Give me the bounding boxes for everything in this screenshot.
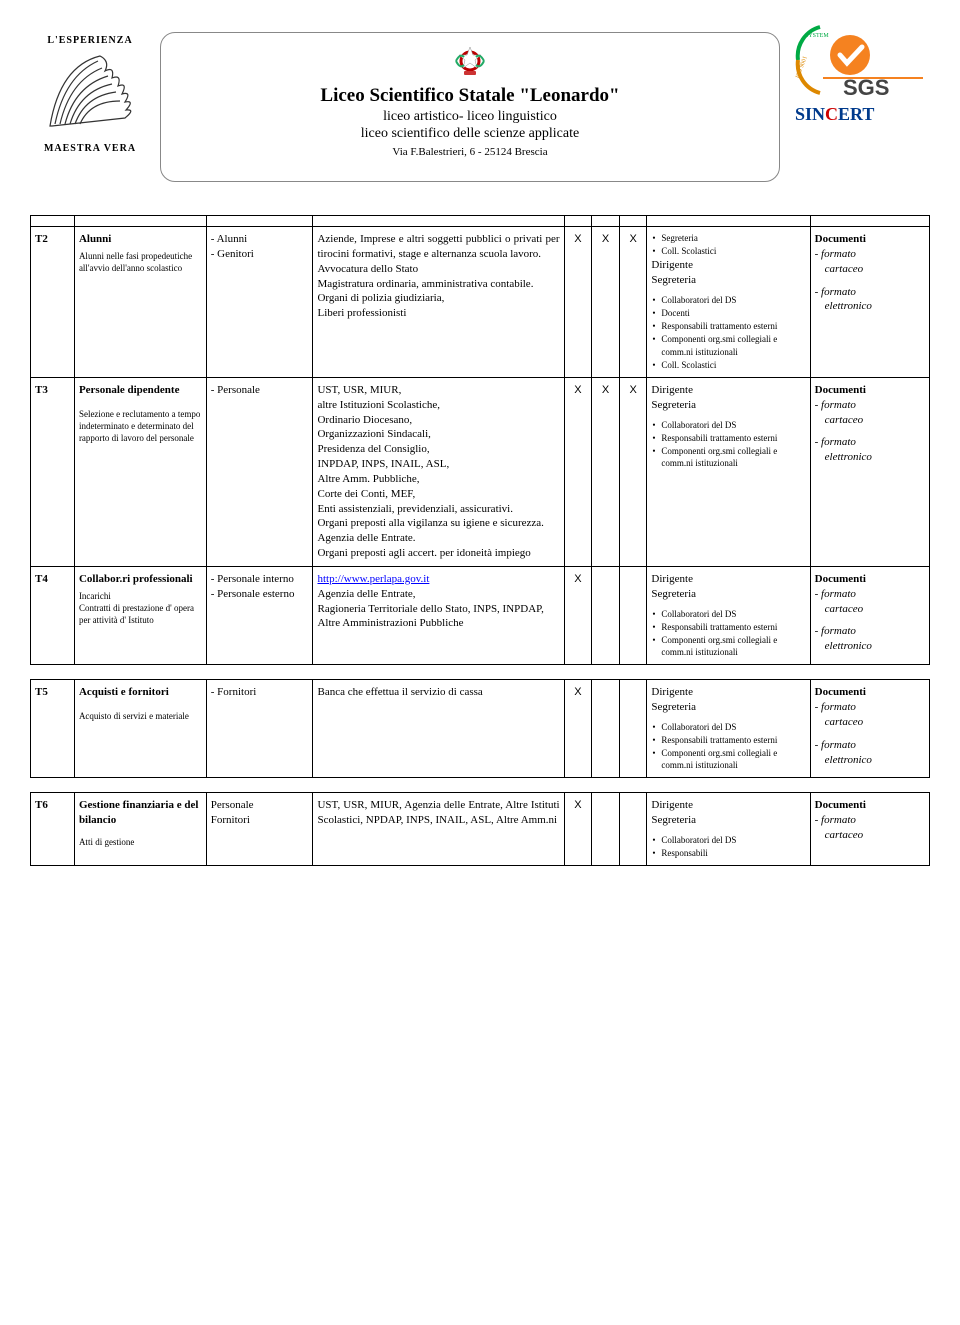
x1: X — [564, 680, 592, 778]
svg-text:SYSTEM: SYSTEM — [805, 33, 829, 39]
subject-title: Alunni — [79, 232, 202, 247]
row-t4: T4 Collabor.ri professionali Incarichi C… — [31, 566, 930, 664]
row-dest: http://www.perlapa.gov.it Agenzia delle … — [313, 566, 564, 664]
x2 — [592, 793, 620, 866]
row-subject: Gestione finanziaria e del bilancio Atti… — [74, 793, 206, 866]
wing-icon — [40, 46, 140, 136]
empty-header-row — [31, 216, 930, 227]
row-docs: Documenti - formato cartaceo - formato e… — [810, 377, 929, 566]
motto-bottom: MAESTRA VERA — [30, 143, 150, 154]
x2 — [592, 680, 620, 778]
resp-dirigente: Dirigente — [651, 258, 805, 273]
row-id: T5 — [31, 680, 75, 778]
x3: X — [619, 227, 647, 378]
row-subject: Personale dipendente Selezione e recluta… — [74, 377, 206, 566]
resp-bullets: Collaboratori del DS Responsabili tratta… — [651, 721, 805, 772]
resp-dirigente: Dirigente — [651, 383, 805, 398]
resp-segreteria: Segreteria — [651, 398, 805, 413]
x1: X — [564, 227, 592, 378]
sincert-label: SINCERT — [795, 104, 930, 125]
row-who: - Alunni - Genitori — [206, 227, 313, 378]
row-id: T2 — [31, 227, 75, 378]
row-who: - Personale interno - Personale esterno — [206, 566, 313, 664]
x3 — [619, 566, 647, 664]
x1: X — [564, 566, 592, 664]
subject-title: Collabor.ri professionali — [79, 572, 202, 587]
subject-desc: Selezione e reclutamento a tempo indeter… — [79, 408, 202, 444]
institution-address: Via F.Balestrieri, 6 - 25124 Brescia — [181, 146, 759, 158]
subject-desc: Incarichi Contratti di prestazione d' op… — [79, 590, 202, 626]
resp-bullets: Collaboratori del DS Responsabili — [651, 834, 805, 859]
table-t2-t4: T2 Alunni Alunni nelle fasi propedeutich… — [30, 215, 930, 665]
x1: X — [564, 377, 592, 566]
resp-dirigente: Dirigente — [651, 798, 805, 813]
row-resp: Dirigente Segreteria Collaboratori del D… — [647, 566, 810, 664]
row-dest: Banca che effettua il servizio di cassa — [313, 680, 564, 778]
sgs-badge-icon: SYSTEM ISO 9001 SGS — [795, 25, 925, 100]
subject-title: Personale dipendente — [79, 383, 202, 398]
subject-title: Acquisti e fornitori — [79, 685, 202, 700]
x3 — [619, 680, 647, 778]
subject-desc: Atti di gestione — [79, 836, 202, 848]
resp-bullets: Collaboratori del DS Responsabili tratta… — [651, 419, 805, 470]
institution-sub1: liceo artistico- liceo linguistico — [181, 109, 759, 125]
row-docs: Documenti - formato cartaceo — [810, 793, 929, 866]
resp-segreteria: Segreteria — [651, 587, 805, 602]
row-who: Personale Fornitori — [206, 793, 313, 866]
row-who: - Personale — [206, 377, 313, 566]
table-t6: T6 Gestione finanziaria e del bilancio A… — [30, 792, 930, 866]
x2: X — [592, 227, 620, 378]
logo-left: L'ESPERIENZA MAESTRA VERA — [30, 35, 150, 154]
row-subject: Alunni Alunni nelle fasi propedeutiche a… — [74, 227, 206, 378]
row-id: T4 — [31, 566, 75, 664]
letterhead: L'ESPERIENZA MAESTRA VERA Liceo Scientif… — [30, 20, 930, 200]
resp-segreteria: Segreteria — [651, 273, 805, 288]
row-id: T3 — [31, 377, 75, 566]
row-dest: UST, USR, MIUR, altre Istituzioni Scolas… — [313, 377, 564, 566]
row-who: - Fornitori — [206, 680, 313, 778]
row-resp: SegreteriaColl. Scolastici Dirigente Seg… — [647, 227, 810, 378]
resp-segreteria: Segreteria — [651, 813, 805, 828]
institution-name: Liceo Scientifico Statale "Leonardo" — [181, 85, 759, 107]
row-t6: T6 Gestione finanziaria e del bilancio A… — [31, 793, 930, 866]
x3: X — [619, 377, 647, 566]
resp-bullets: Collaboratori del DS Docenti Responsabil… — [651, 294, 805, 371]
resp-bullets: Collaboratori del DS Responsabili tratta… — [651, 608, 805, 659]
row-docs: Documenti - formato cartaceo - formato e… — [810, 227, 929, 378]
row-t2: T2 Alunni Alunni nelle fasi propedeutich… — [31, 227, 930, 378]
row-docs: Documenti - formato cartaceo - formato e… — [810, 566, 929, 664]
row-subject: Acquisti e fornitori Acquisto di servizi… — [74, 680, 206, 778]
row-dest: UST, USR, MIUR, Agenzia delle Entrate, A… — [313, 793, 564, 866]
row-resp: Dirigente Segreteria Collaboratori del D… — [647, 793, 810, 866]
row-resp: Dirigente Segreteria Collaboratori del D… — [647, 680, 810, 778]
subject-desc: Alunni nelle fasi propedeutiche all'avvi… — [79, 250, 202, 274]
motto-top: L'ESPERIENZA — [30, 35, 150, 46]
perlapa-link[interactable]: http://www.perlapa.gov.it — [317, 573, 429, 585]
header-main: Liceo Scientifico Statale "Leonardo" lic… — [160, 32, 780, 182]
italian-emblem-icon — [450, 41, 490, 81]
row-t5: T5 Acquisti e fornitori Acquisto di serv… — [31, 680, 930, 778]
resp-dirigente: Dirigente — [651, 572, 805, 587]
table-t5: T5 Acquisti e fornitori Acquisto di serv… — [30, 679, 930, 778]
x2: X — [592, 377, 620, 566]
row-t3: T3 Personale dipendente Selezione e recl… — [31, 377, 930, 566]
subject-desc: Acquisto di servizi e materiale — [79, 710, 202, 722]
institution-sub2: liceo scientifico delle scienze applicat… — [181, 126, 759, 142]
resp-segreteria: Segreteria — [651, 700, 805, 715]
subject-title: Gestione finanziaria e del bilancio — [79, 798, 202, 828]
logo-right: SYSTEM ISO 9001 SGS SINCERT — [795, 25, 930, 125]
row-subject: Collabor.ri professionali Incarichi Cont… — [74, 566, 206, 664]
row-docs: Documenti - formato cartaceo - formato e… — [810, 680, 929, 778]
row-id: T6 — [31, 793, 75, 866]
row-dest: Aziende, Imprese e altri soggetti pubbli… — [313, 227, 564, 378]
x3 — [619, 793, 647, 866]
resp-dirigente: Dirigente — [651, 685, 805, 700]
x1: X — [564, 793, 592, 866]
x2 — [592, 566, 620, 664]
row-resp: Dirigente Segreteria Collaboratori del D… — [647, 377, 810, 566]
